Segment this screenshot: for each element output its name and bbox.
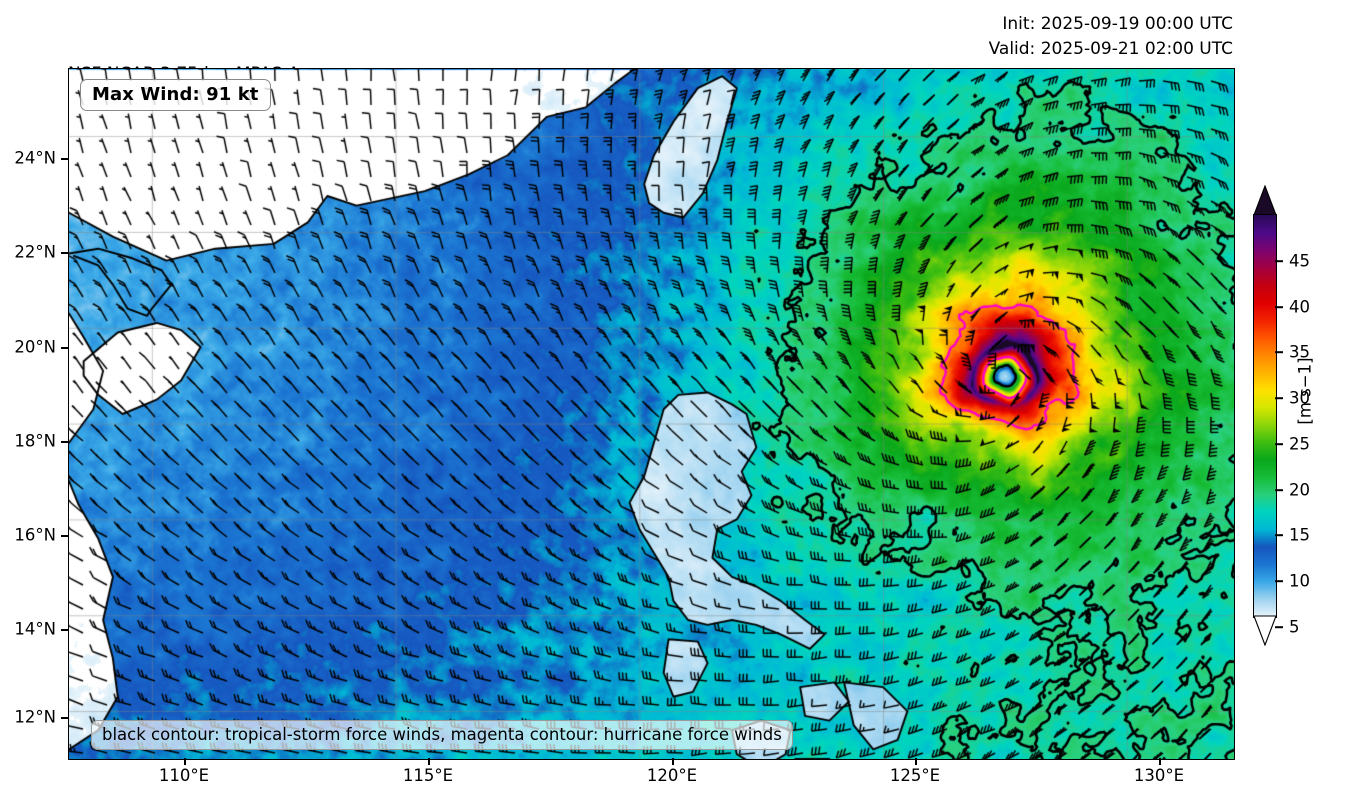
colorbar-over-arrow [1253, 184, 1277, 216]
colorbar-tick-label: 30 [1289, 388, 1310, 408]
colorbar-label: [m s−1] [1295, 357, 1315, 425]
wind-speed-map [69, 69, 1234, 759]
lat-tick-label: 18°N [14, 431, 56, 451]
lat-tick-label: 24°N [14, 148, 56, 168]
lon-tick-label: 120°E [646, 766, 698, 785]
colorbar-tick-mark [1275, 306, 1283, 308]
colorbar-tick-mark [1275, 489, 1283, 491]
lon-tick-label: 130°E [1133, 766, 1185, 785]
colorbar-tick-mark [1275, 397, 1283, 399]
colorbar-tick-mark [1275, 351, 1283, 353]
colorbar-tick-label: 35 [1289, 342, 1310, 362]
lat-tick-mark [61, 158, 68, 160]
colorbar-tick-label: 15 [1289, 525, 1310, 545]
valid-time: Valid: 2025-09-21 02:00 UTC [988, 39, 1233, 59]
lat-tick-label: 22°N [14, 242, 56, 262]
lon-tick-mark [1159, 758, 1161, 765]
lat-tick-mark [61, 535, 68, 537]
colorbar-tick-label: 45 [1289, 251, 1310, 271]
lon-tick-label: 110°E [158, 766, 210, 785]
colorbar-tick-label: 10 [1289, 571, 1310, 591]
colorbar-tick-label: 25 [1289, 434, 1310, 454]
lat-tick-mark [61, 441, 68, 443]
lat-tick-label: 12°N [14, 707, 56, 727]
lat-tick-label: 20°N [14, 337, 56, 357]
lon-tick-mark [915, 758, 917, 765]
colorbar: 45 40 35 30 25 20 15 10 5 [m s−1] [1253, 184, 1353, 655]
colorbar-tick-label: 40 [1289, 297, 1310, 317]
colorbar-tick-label: 20 [1289, 480, 1310, 500]
lat-tick-label: 16°N [14, 525, 56, 545]
forecast-times: Init: 2025-09-19 00:00 UTC Valid: 2025-0… [989, 12, 1233, 62]
lon-tick-mark [184, 758, 186, 765]
max-wind-annotation: Max Wind: 91 kt [80, 79, 271, 111]
contour-legend-caption: black contour: tropical-storm force wind… [91, 720, 793, 750]
colorbar-under-arrow [1253, 615, 1277, 647]
colorbar-tick-mark [1275, 580, 1283, 582]
lat-tick-mark [61, 347, 68, 349]
lat-tick-mark [61, 717, 68, 719]
colorbar-tick-mark [1275, 443, 1283, 445]
colorbar-tick-mark [1275, 260, 1283, 262]
map-plot-area: Max Wind: 91 kt black contour: tropical-… [68, 68, 1235, 760]
colorbar-gradient [1253, 214, 1277, 618]
colorbar-tick-label: 5 [1289, 617, 1300, 637]
lon-tick-label: 125°E [889, 766, 941, 785]
lat-tick-mark [61, 252, 68, 254]
colorbar-tick-mark [1275, 626, 1283, 628]
lon-tick-mark [672, 758, 674, 765]
lon-tick-mark [428, 758, 430, 765]
lon-tick-label: 115°E [402, 766, 454, 785]
lat-tick-label: 14°N [14, 619, 56, 639]
latitude-axis: 24°N 22°N 20°N 18°N 16°N 14°N 12°N [0, 0, 68, 808]
init-time: Init: 2025-09-19 00:00 UTC [1002, 14, 1233, 34]
colorbar-tick-mark [1275, 534, 1283, 536]
lat-tick-mark [61, 629, 68, 631]
